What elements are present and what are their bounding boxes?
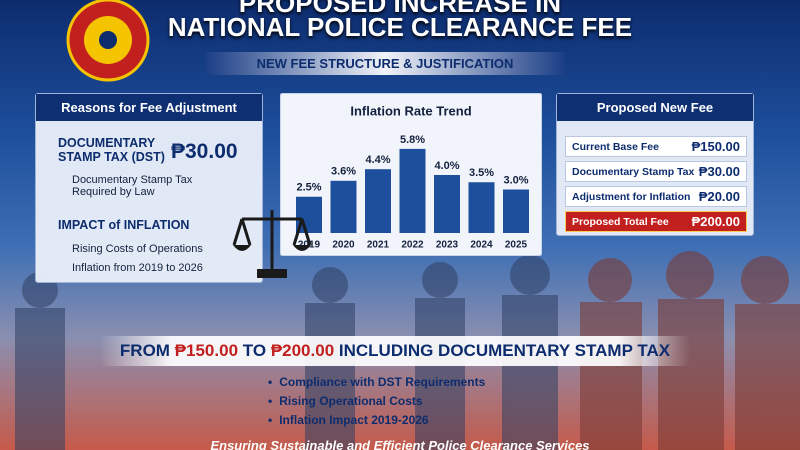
inflation-title: IMPACT of INFLATION	[58, 218, 190, 232]
fee-panel: Proposed New Fee Current Base Fee ₱150.00…	[556, 93, 754, 236]
value-label: 5.8%	[400, 134, 425, 146]
value-label: 2.5%	[296, 182, 321, 194]
fee-label: Current Base Fee	[572, 140, 659, 153]
banner-text: FROM	[119, 341, 170, 360]
banner-new-fee: ₱200.00	[270, 341, 335, 360]
value-label: 3.6%	[331, 166, 356, 178]
banner: FROM ₱150.00 TO ₱200.00 INCLUDING DOCUME…	[100, 336, 690, 366]
x-tick-label: 2025	[505, 240, 528, 251]
fee-label: Adjustment for Inflation	[572, 190, 691, 203]
bar	[365, 169, 391, 233]
dst-note: Documentary Stamp Tax Required by Law	[72, 174, 193, 198]
value-label: 4.0%	[434, 160, 459, 172]
banner-text: TO	[242, 341, 267, 360]
bar	[503, 189, 529, 233]
banner-old-fee: ₱150.00	[174, 341, 239, 360]
x-tick-label: 2024	[470, 240, 493, 251]
dst-amount: ₱30.00	[171, 140, 238, 163]
bar	[468, 182, 495, 233]
title-line: NATIONAL POLICE CLEARANCE FEE	[167, 12, 633, 42]
title-line: PROPOSED INCREASE IN	[238, 0, 562, 18]
fee-amount: ₱200.00	[691, 214, 740, 229]
bullet: Compliance with DST Requirements	[268, 375, 485, 389]
chart-title: Inflation Rate Trend	[350, 103, 471, 118]
x-tick-label: 2020	[332, 240, 355, 251]
fee-row: Current Base Fee ₱150.00	[565, 136, 747, 157]
x-tick-label: 2021	[367, 240, 390, 251]
x-tick-label: 2022	[401, 240, 424, 251]
banner-text: INCLUDING DOCUMENTARY STAMP TAX	[338, 341, 671, 360]
reasons-panel: Reasons for Fee Adjustment DOCUMENTARY S…	[35, 93, 263, 283]
subtitle: NEW FEE STRUCTURE & JUSTIFICATION	[205, 52, 565, 75]
fee-amount: ₱20.00	[698, 189, 740, 204]
chart: Inflation Rate Trend 2.5%20193.6%20204.4…	[280, 93, 542, 256]
value-label: 3.0%	[503, 174, 528, 186]
inflation-item: Inflation from 2019 to 2026	[72, 262, 203, 274]
fee-amount: ₱30.00	[698, 164, 740, 179]
fee-row: Proposed Total Fee ₱200.00	[565, 211, 747, 232]
bar	[399, 148, 426, 233]
bullet: Rising Operational Costs	[268, 394, 422, 408]
bar	[434, 175, 460, 233]
panel-heading: Proposed New Fee	[557, 94, 753, 121]
value-label: 3.5%	[469, 167, 494, 179]
logo	[66, 0, 150, 82]
x-tick-label: 2023	[436, 240, 459, 251]
inflation-item: Rising Costs of Operations	[72, 243, 203, 255]
bar	[330, 180, 357, 233]
footer: Ensuring Sustainable and Efficient Polic…	[210, 438, 590, 450]
dst-title: DOCUMENTARY STAMP TAX (DST)	[58, 136, 165, 164]
fee-amount: ₱150.00	[691, 139, 740, 154]
value-label: 4.4%	[365, 154, 390, 166]
officers-backdrop	[15, 251, 800, 450]
scales-icon	[232, 210, 312, 278]
panel-heading: Reasons for Fee Adjustment	[36, 94, 262, 121]
fee-row: Documentary Stamp Tax ₱30.00	[565, 161, 747, 182]
fee-label: Proposed Total Fee	[572, 215, 669, 228]
fee-row: Adjustment for Inflation ₱20.00	[565, 186, 747, 207]
bullet: Inflation Impact 2019-2026	[268, 413, 428, 427]
fee-label: Documentary Stamp Tax	[572, 165, 695, 178]
